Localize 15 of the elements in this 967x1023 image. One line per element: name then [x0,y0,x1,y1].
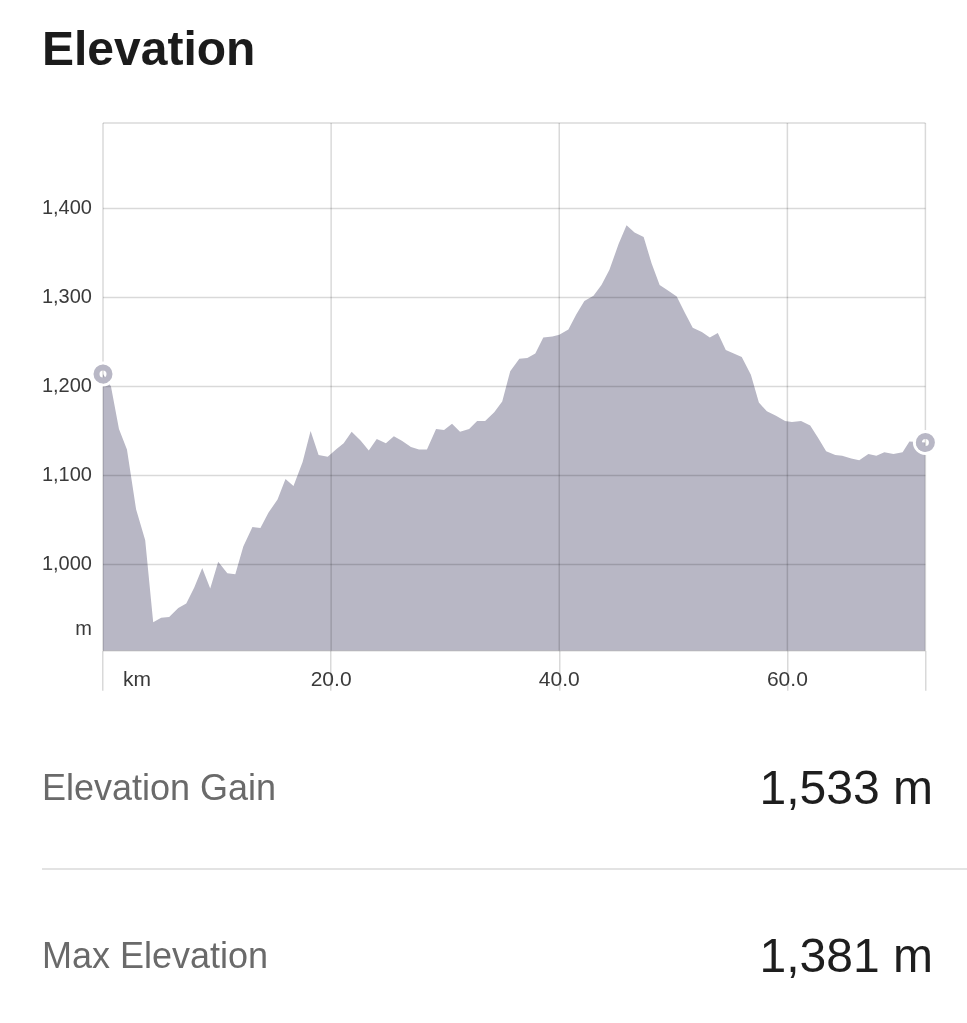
text: 1,533 m [759,761,933,814]
x-axis-title: km [123,666,151,690]
x-tick-label: 60.0 [766,667,808,691]
chart-title: Elevation [42,22,256,75]
y-axis-title: m [75,617,92,640]
x-tick-label: 40.0 [538,667,580,691]
y-tick-label: 1,200 [41,373,92,396]
y-tick-label: 1,000 [41,551,92,574]
text: Elevation Gain [42,767,277,808]
y-tick-label: 1,400 [41,195,92,218]
y-tick-label: 1,100 [41,462,92,485]
text: Max Elevation [42,935,269,976]
x-tick-label: 20.0 [310,667,352,691]
text: 1,381 m [759,929,933,982]
y-tick-label: 1,300 [41,284,92,307]
